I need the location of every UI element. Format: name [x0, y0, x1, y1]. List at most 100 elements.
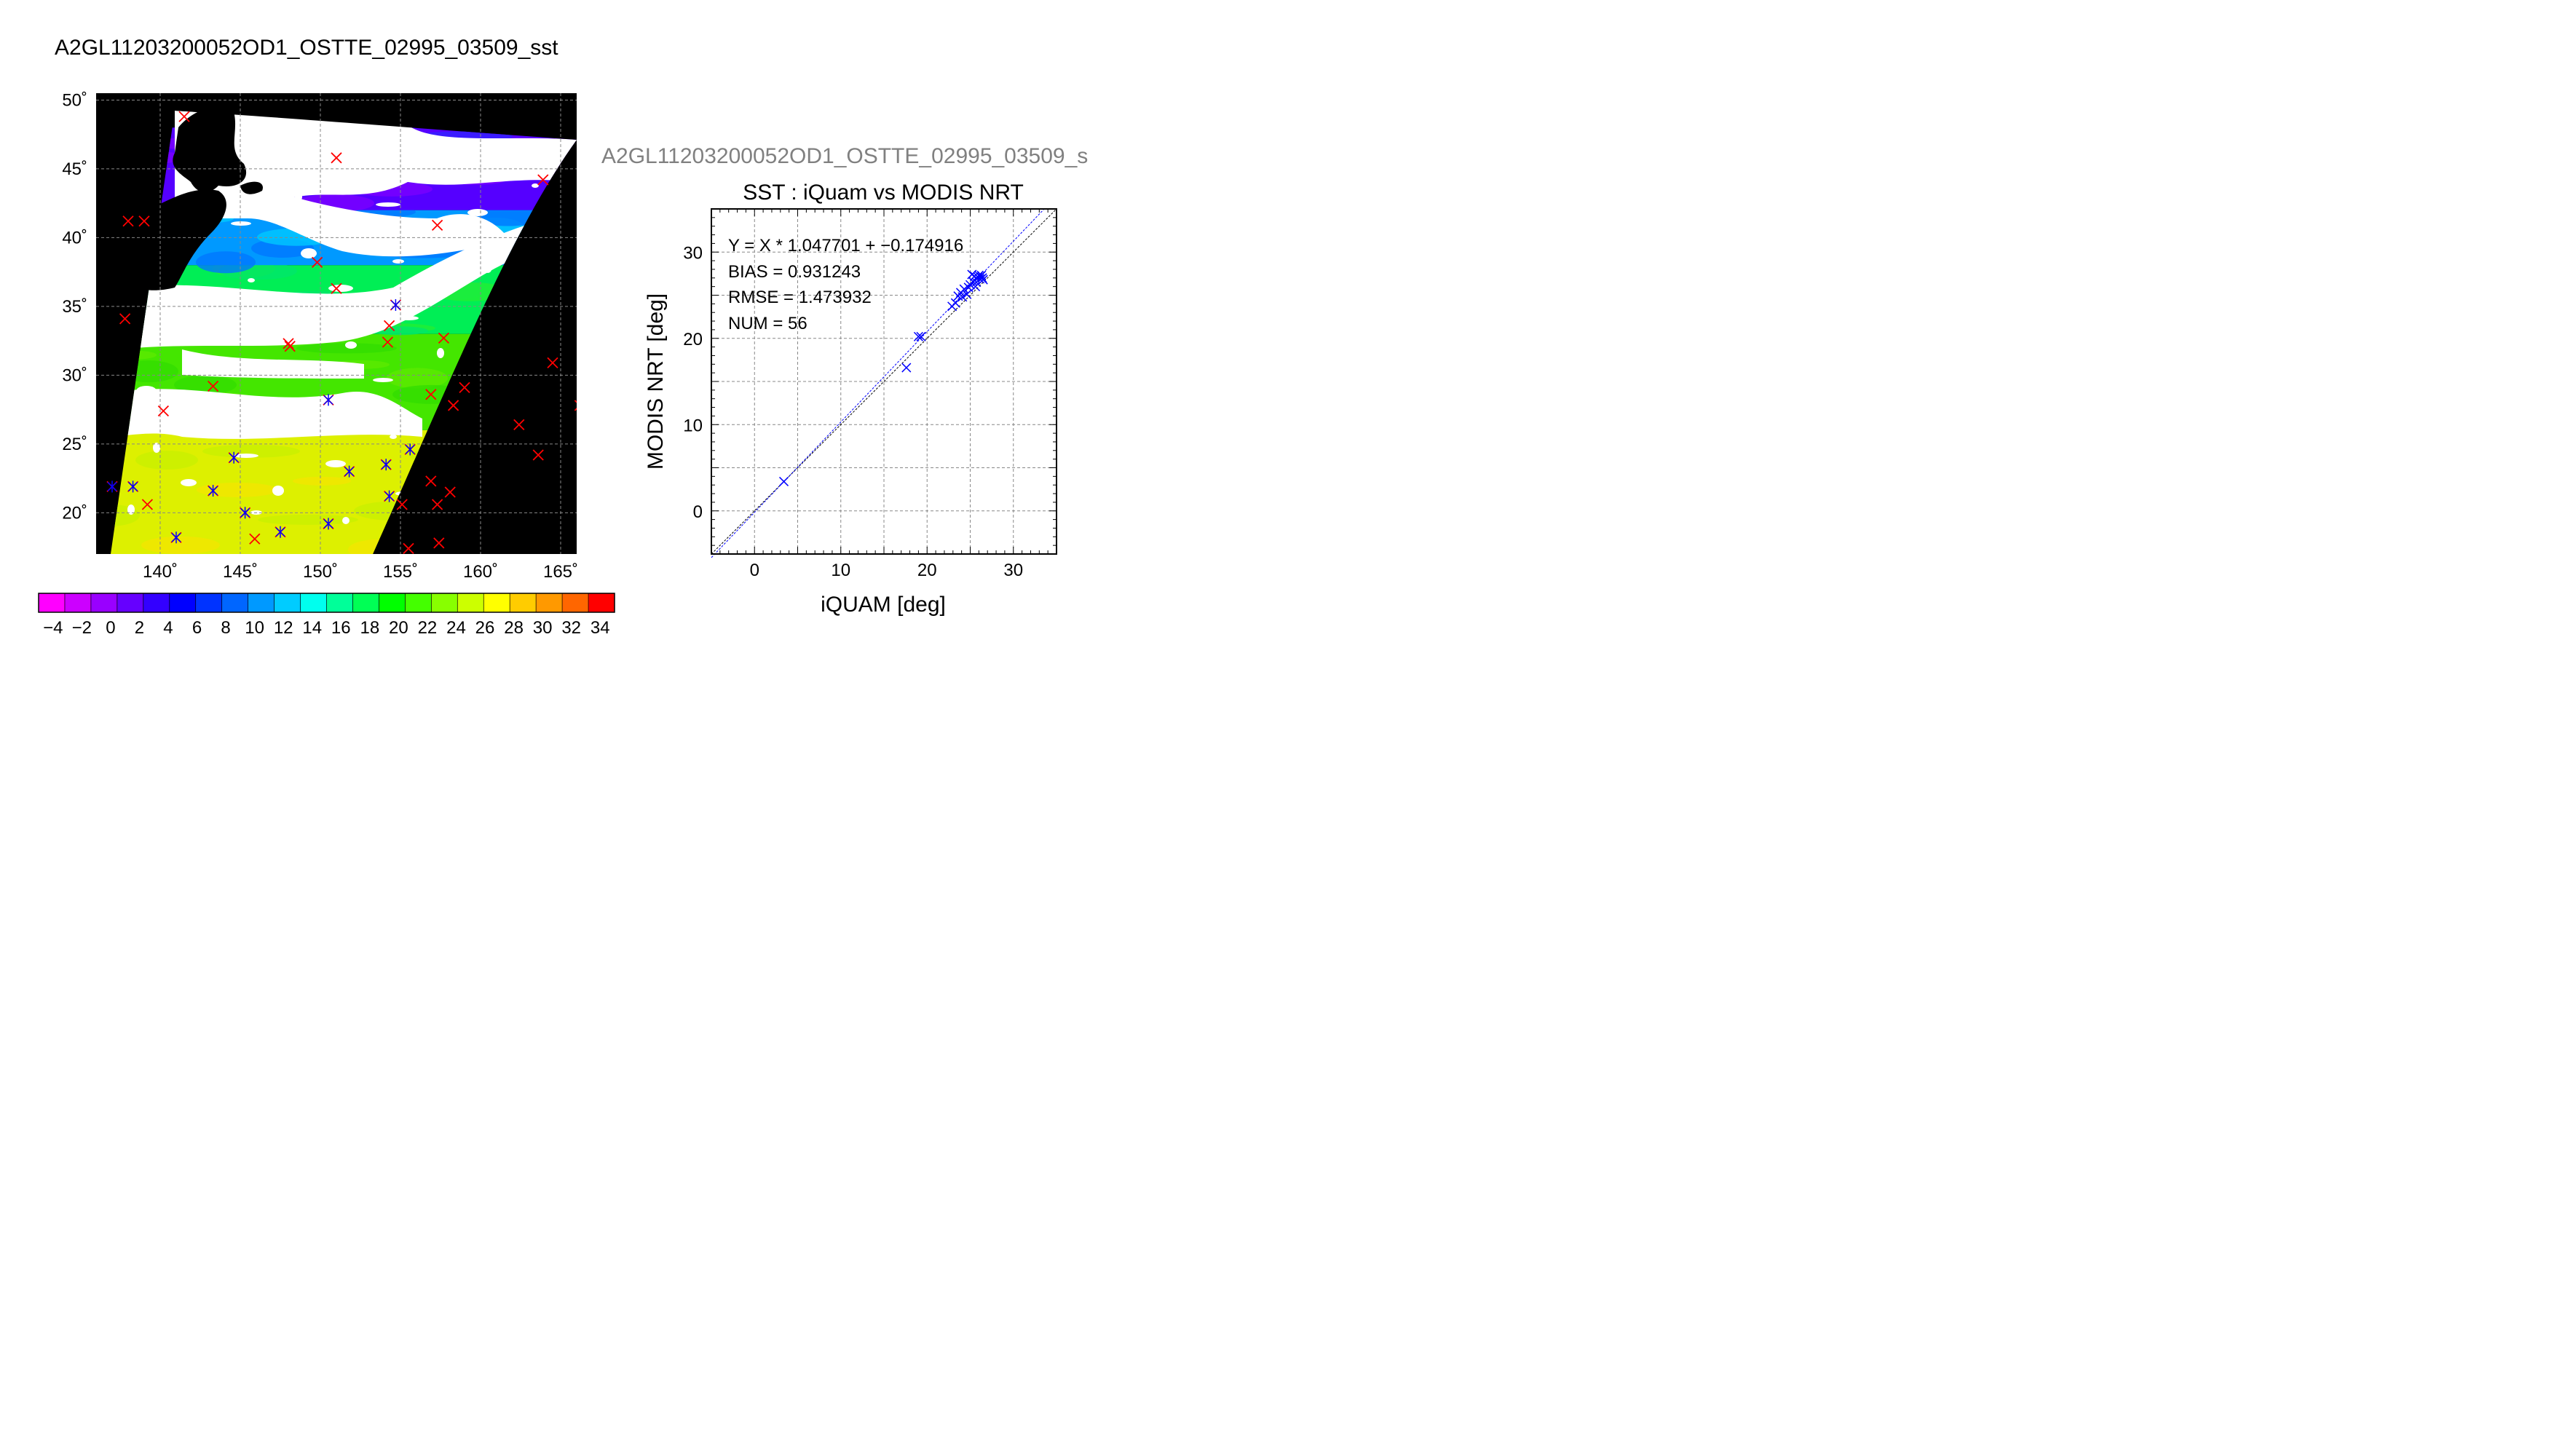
- colorbar-tick-label: 28: [504, 618, 524, 638]
- cloud-speck: [390, 435, 397, 439]
- cloud-region: [117, 226, 524, 349]
- cloud-region: [175, 111, 577, 218]
- colorbar-cell: [90, 593, 118, 612]
- cloud-speck: [493, 147, 513, 154]
- scatter-points: [779, 269, 988, 486]
- colorbar-tick-label: 34: [591, 618, 610, 638]
- cloud-speck: [127, 505, 135, 515]
- colorbar-cell: [536, 593, 563, 612]
- colorbar-tick-label: 12: [274, 618, 293, 638]
- buoy-marker-red: [157, 405, 170, 417]
- colorbar-tick-label: 6: [192, 618, 202, 638]
- colorbar-cell: [431, 593, 458, 612]
- cloud-speck: [272, 486, 284, 496]
- sst-patch: [135, 450, 198, 470]
- cloud-speck: [281, 367, 306, 377]
- figure: A2GL11203200052OD1_OSTTE_02995_03509_sst…: [38, 36, 1088, 638]
- colorbar-tick-label: 26: [475, 618, 495, 638]
- buoy-markers: [106, 111, 577, 554]
- cloud-speck: [484, 266, 491, 273]
- map-y-tick-label: 25˚: [62, 435, 87, 454]
- colorbar-cell: [274, 593, 301, 612]
- colorbar-cell: [510, 593, 537, 612]
- buoy-marker-blue: [384, 490, 395, 502]
- colorbar-tick-label: 24: [446, 618, 466, 638]
- colorbar-tick-label: 10: [245, 618, 264, 638]
- colorbar-tick-label: 20: [389, 618, 408, 638]
- map-tick-labels: 140˚ 145˚ 150˚ 155˚ 160˚ 165˚ 20˚ 25˚ 30˚ 35˚ 40˚ 4…: [62, 90, 578, 582]
- buoy-marker-blue: [390, 298, 400, 311]
- buoy-marker-red: [425, 475, 437, 487]
- scatter-y-tick-label: 10: [683, 416, 703, 435]
- buoy-marker-red: [547, 357, 558, 368]
- scatter-point: [950, 298, 960, 308]
- land-mask: [96, 106, 263, 306]
- buoy-marker-red: [403, 542, 414, 554]
- colorbar-cell: [379, 593, 406, 612]
- colorbar-cell: [562, 593, 589, 612]
- buoy-marker-red: [141, 499, 154, 510]
- colorbar-cell: [326, 593, 353, 612]
- buoy-marker-red: [513, 419, 525, 431]
- fit-line: [711, 208, 1045, 558]
- cloud-speck: [325, 460, 346, 467]
- buoy-marker-red: [431, 219, 443, 232]
- map-title: A2GL11203200052OD1_OSTTE_02995_03509_sst: [55, 36, 558, 60]
- fit-lines: [711, 208, 1057, 558]
- map-x-tick-label: 155˚: [383, 562, 418, 582]
- buoy-marker-blue: [323, 394, 333, 406]
- colorbar-tick-label: −2: [72, 618, 92, 638]
- sst-patch: [202, 444, 300, 458]
- cloud-speck: [183, 304, 204, 311]
- scatter-x-tick-label: 20: [917, 561, 937, 580]
- rmse-text: RMSE = 1.473932: [728, 288, 872, 307]
- colorbar-tick-label: 22: [418, 618, 438, 638]
- buoy-marker-blue: [240, 507, 250, 519]
- scatter-y-tick-label: 30: [683, 243, 703, 263]
- buoy-marker-red: [383, 320, 395, 331]
- buoy-marker-red: [431, 499, 443, 510]
- buoy-marker-red: [331, 282, 342, 294]
- map-y-tick-label: 30˚: [62, 365, 87, 385]
- colorbar-tick-label: 30: [533, 618, 553, 638]
- buoy-marker-red: [283, 338, 294, 349]
- sst-map: 140˚ 145˚ 150˚ 155˚ 160˚ 165˚ 20˚ 25˚ 30˚ 35˚ 40˚ 4…: [62, 90, 578, 582]
- y-axis-label: MODIS NRT [deg]: [644, 293, 668, 470]
- bias-text: BIAS = 0.931243: [728, 262, 861, 282]
- buoy-marker-blue: [128, 480, 138, 493]
- cloud-region: [111, 389, 422, 439]
- buoy-marker-red: [249, 533, 261, 545]
- scatter-x-tick-label: 30: [1003, 561, 1023, 580]
- buoy-marker-red: [382, 336, 394, 348]
- scatter-point: [901, 363, 912, 373]
- map-y-tick-label: 40˚: [62, 228, 87, 248]
- cloud-speck: [342, 517, 350, 524]
- scatter-point: [971, 282, 981, 292]
- sst-patch: [293, 476, 351, 486]
- scatter-chart: SST : iQuam vs MODIS NRT 0 10 20 300102030 …: [644, 181, 1057, 617]
- colorbar-cell: [143, 593, 170, 612]
- buoy-marker-blue: [208, 485, 218, 497]
- cloud-speck: [446, 229, 466, 240]
- sst-patch: [111, 504, 140, 526]
- cloud-speck: [228, 397, 244, 401]
- scatter-point: [779, 476, 789, 486]
- map-x-tick-label: 145˚: [223, 562, 258, 582]
- land-shape: [173, 106, 247, 193]
- buoy-marker-red: [425, 389, 437, 400]
- buoy-marker-blue: [323, 518, 333, 530]
- buoy-marker-red: [178, 111, 190, 122]
- sst-patch: [258, 514, 358, 525]
- sst-patch: [387, 368, 448, 389]
- scatter-point: [913, 331, 923, 341]
- buoy-marker-red: [331, 152, 342, 164]
- map-x-tick-label: 150˚: [303, 562, 338, 582]
- colorbar: −4 −2 0 2 4 6 8 10 12 14 16 18 20 22 24 26 28 30 32 34: [38, 593, 615, 638]
- fit-equation: Y = X * 1.047701 + −0.174916: [728, 236, 963, 256]
- cloud-speck: [437, 348, 444, 358]
- colorbar-cell: [169, 593, 197, 612]
- cloud-speck: [532, 183, 539, 188]
- colorbar-tick-label: 8: [221, 618, 230, 638]
- cloud-speck: [295, 191, 302, 202]
- buoy-marker-red: [284, 341, 296, 352]
